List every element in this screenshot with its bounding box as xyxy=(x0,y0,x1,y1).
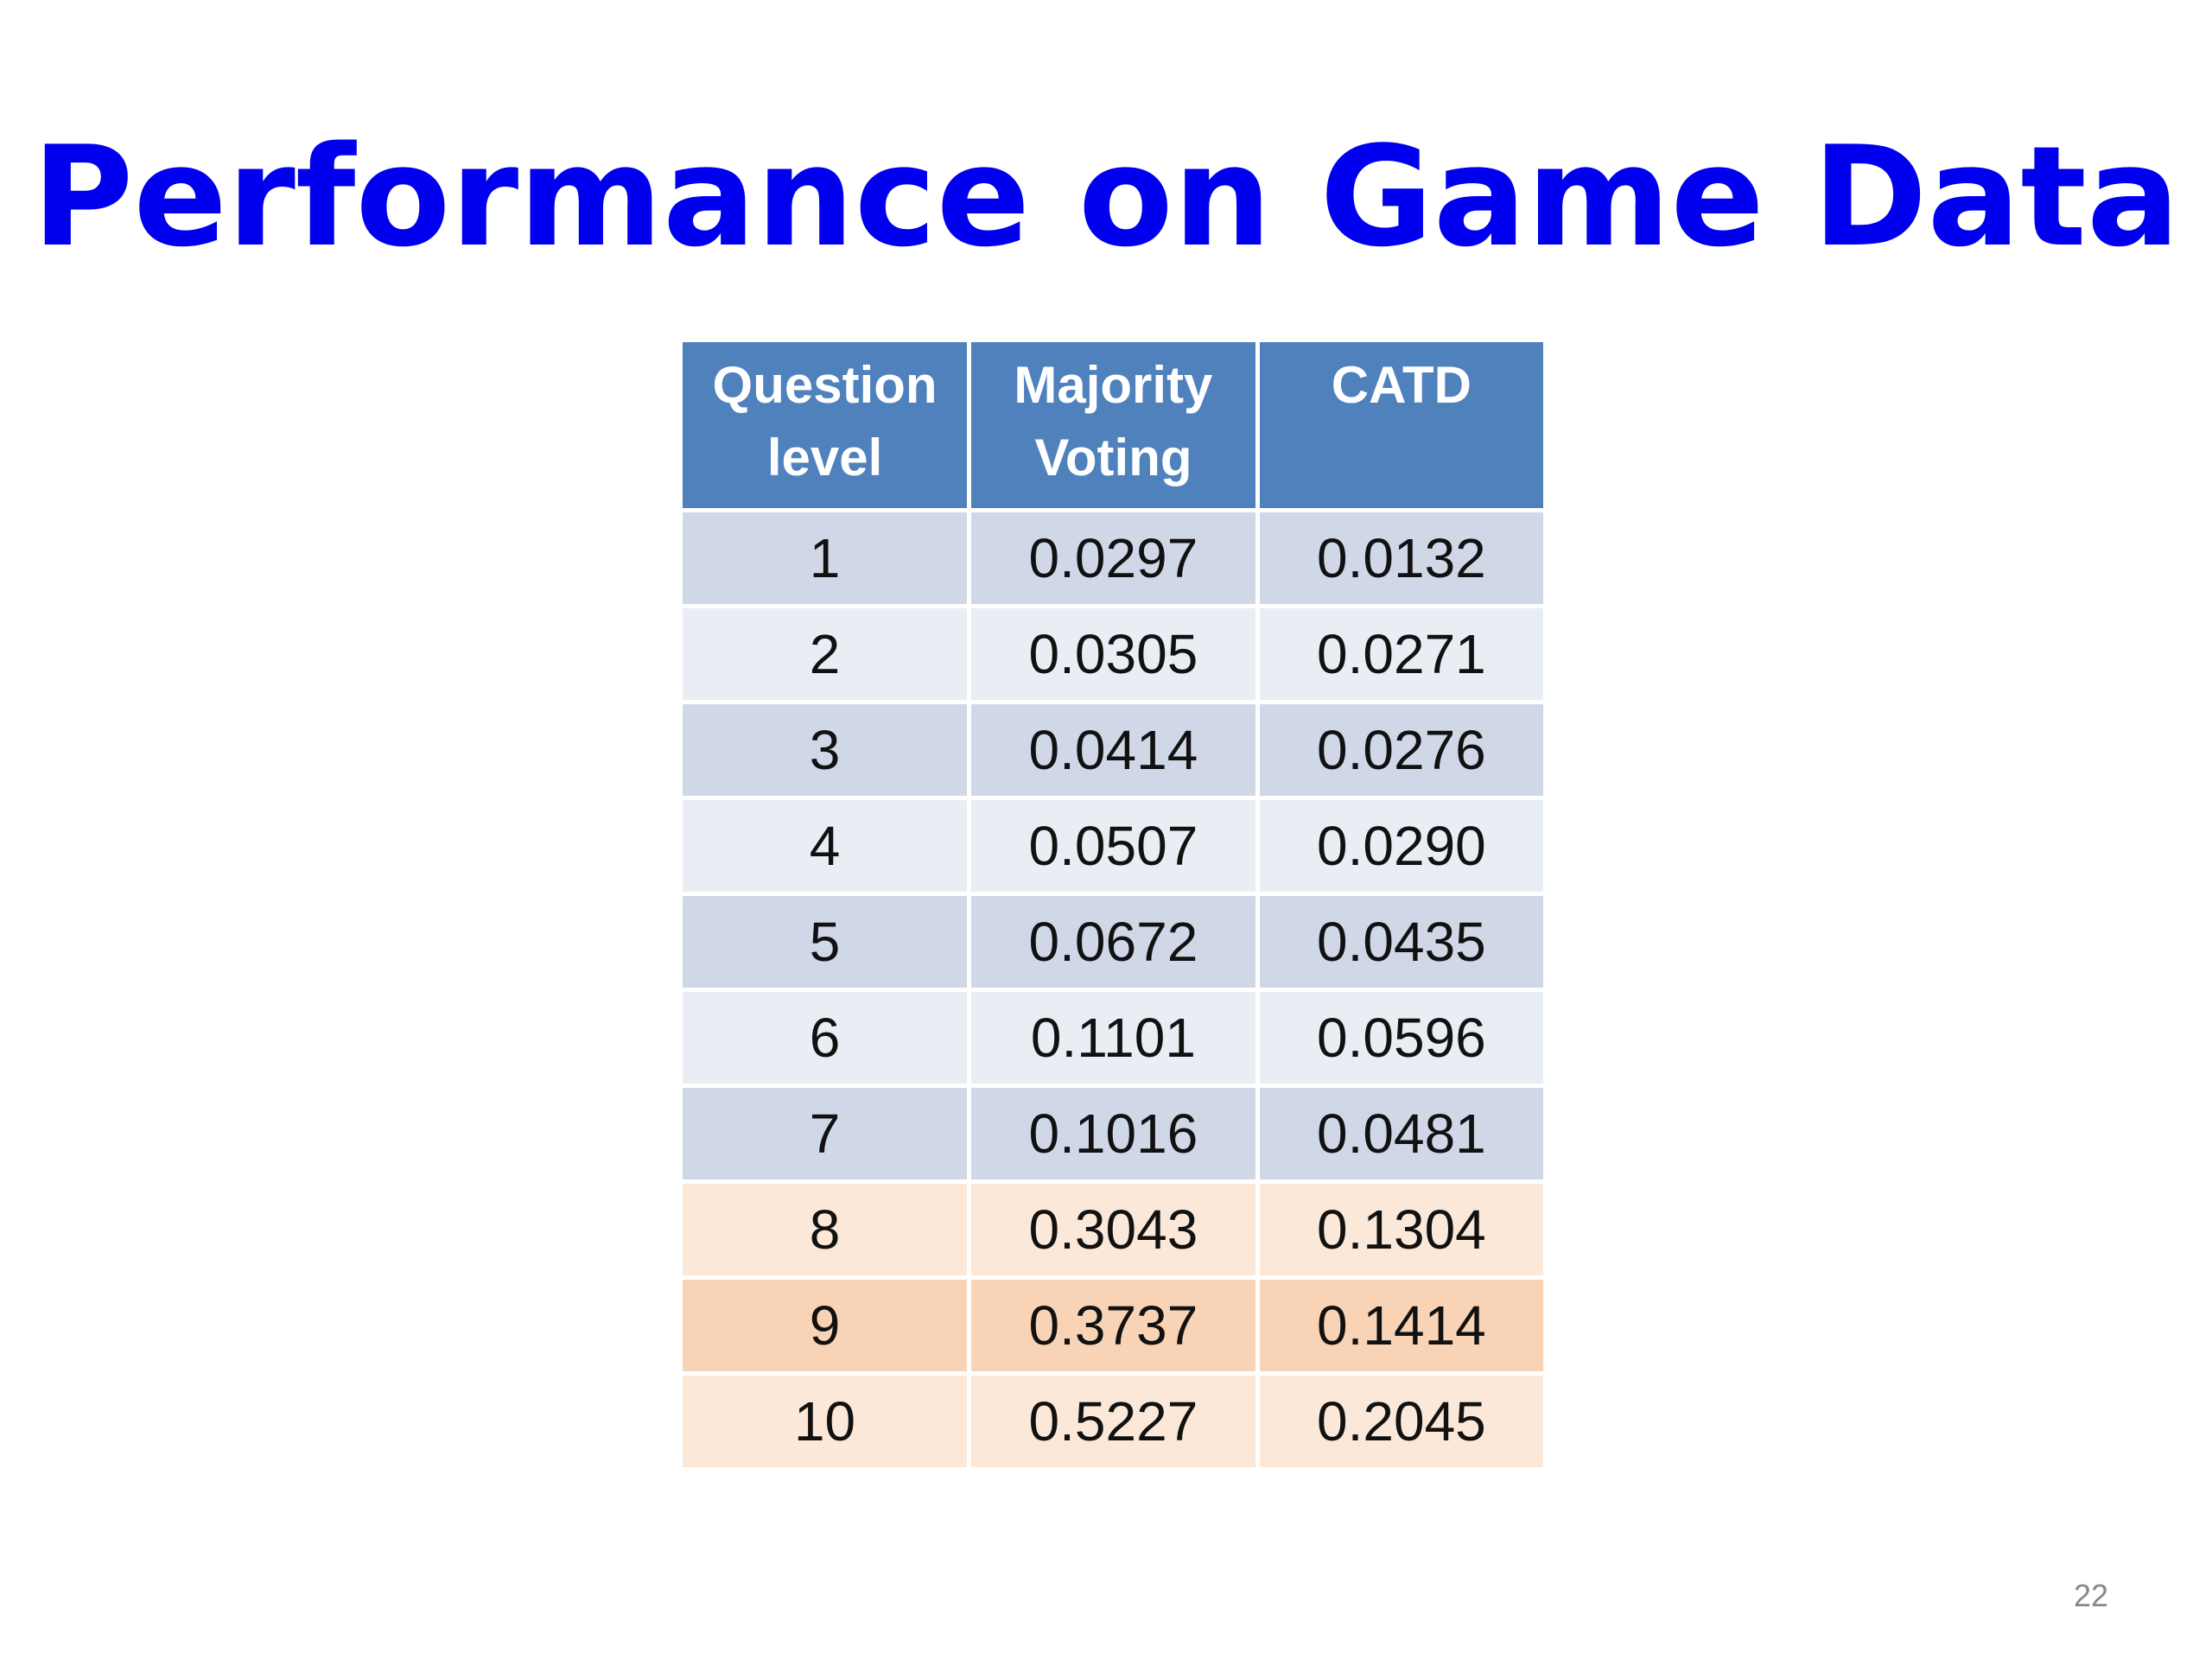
table-row: 4 0.0507 0.0290 xyxy=(683,800,1543,892)
cell-majority-voting: 0.1101 xyxy=(971,992,1255,1084)
table-row: 7 0.1016 0.0481 xyxy=(683,1088,1543,1179)
table-row: 9 0.3737 0.1414 xyxy=(683,1280,1543,1371)
cell-level: 10 xyxy=(683,1376,968,1467)
results-table: Question level Majority Voting CATD 1 0.… xyxy=(678,338,1548,1471)
cell-majority-voting: 0.0305 xyxy=(971,608,1255,700)
table-row: 10 0.5227 0.2045 xyxy=(683,1376,1543,1467)
cell-majority-voting: 0.1016 xyxy=(971,1088,1255,1179)
cell-level: 1 xyxy=(683,512,968,604)
table-row: 1 0.0297 0.0132 xyxy=(683,512,1543,604)
header-line: Question xyxy=(712,356,938,414)
cell-majority-voting: 0.0297 xyxy=(971,512,1255,604)
cell-level: 6 xyxy=(683,992,968,1084)
cell-level: 9 xyxy=(683,1280,968,1371)
cell-catd: 0.0435 xyxy=(1259,896,1543,988)
slide-title: Performance on Game Data xyxy=(32,116,2180,277)
header-line: Voting xyxy=(1034,429,1192,486)
header-line: level xyxy=(766,429,883,486)
table-row: 5 0.0672 0.0435 xyxy=(683,896,1543,988)
cell-catd: 0.0132 xyxy=(1259,512,1543,604)
header-majority-voting: Majority Voting xyxy=(971,342,1255,508)
cell-catd: 0.0596 xyxy=(1259,992,1543,1084)
table-row: 3 0.0414 0.0276 xyxy=(683,704,1543,796)
cell-catd: 0.1414 xyxy=(1259,1280,1543,1371)
cell-majority-voting: 0.0414 xyxy=(971,704,1255,796)
cell-level: 4 xyxy=(683,800,968,892)
header-line: CATD xyxy=(1331,356,1471,414)
cell-level: 5 xyxy=(683,896,968,988)
cell-catd: 0.1304 xyxy=(1259,1184,1543,1275)
cell-catd: 0.0481 xyxy=(1259,1088,1543,1179)
cell-catd: 0.2045 xyxy=(1259,1376,1543,1467)
table-header-row: Question level Majority Voting CATD xyxy=(683,342,1543,508)
header-catd: CATD xyxy=(1259,342,1543,508)
cell-majority-voting: 0.3737 xyxy=(971,1280,1255,1371)
table-row: 2 0.0305 0.0271 xyxy=(683,608,1543,700)
cell-catd: 0.0290 xyxy=(1259,800,1543,892)
cell-majority-voting: 0.3043 xyxy=(971,1184,1255,1275)
cell-level: 7 xyxy=(683,1088,968,1179)
table-row: 6 0.1101 0.0596 xyxy=(683,992,1543,1084)
page-number: 22 xyxy=(2073,1578,2108,1613)
cell-majority-voting: 0.0507 xyxy=(971,800,1255,892)
cell-level: 8 xyxy=(683,1184,968,1275)
cell-majority-voting: 0.0672 xyxy=(971,896,1255,988)
cell-catd: 0.0271 xyxy=(1259,608,1543,700)
table-row: 8 0.3043 0.1304 xyxy=(683,1184,1543,1275)
cell-level: 2 xyxy=(683,608,968,700)
cell-level: 3 xyxy=(683,704,968,796)
header-question-level: Question level xyxy=(683,342,968,508)
header-line: Majority xyxy=(1014,356,1213,414)
cell-catd: 0.0276 xyxy=(1259,704,1543,796)
cell-majority-voting: 0.5227 xyxy=(971,1376,1255,1467)
